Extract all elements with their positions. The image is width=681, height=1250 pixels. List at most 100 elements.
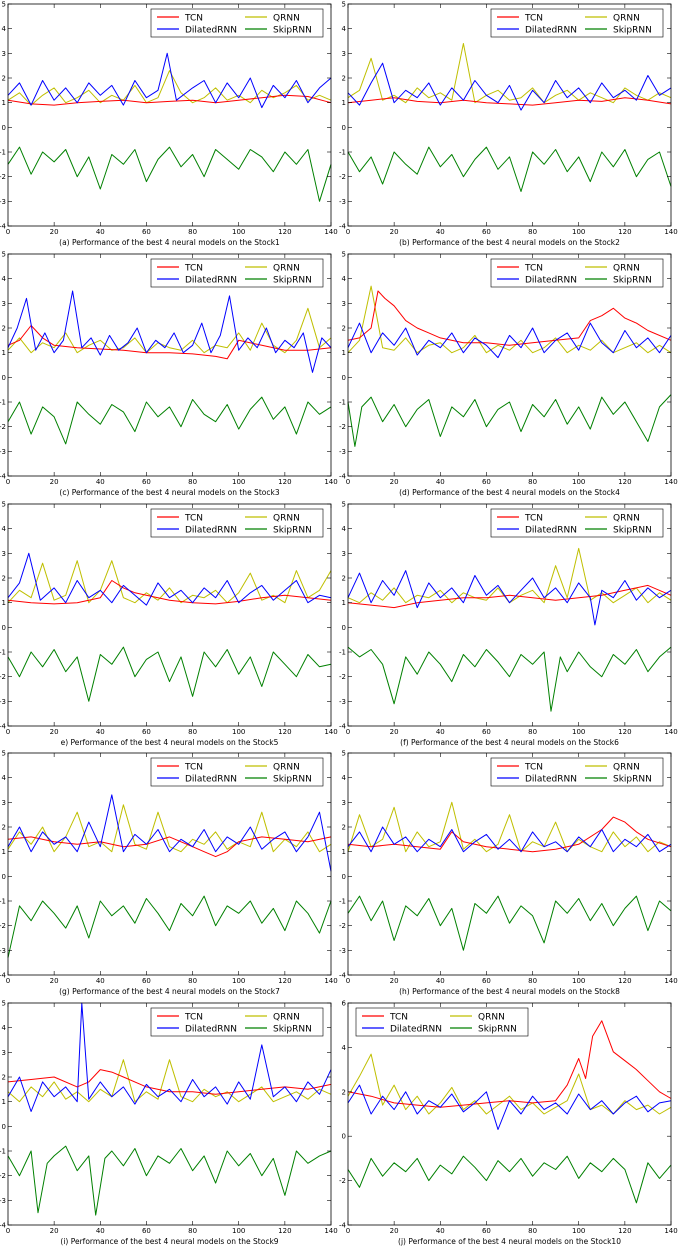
y-tick-label: -3 <box>0 1197 6 1205</box>
legend-label-dilatedrnn: DilatedRNN <box>185 1025 237 1035</box>
x-tick-label: 60 <box>482 1227 491 1235</box>
x-tick-label: 0 <box>6 228 10 236</box>
y-tick-label: -1 <box>339 399 346 407</box>
legend-label-dilatedrnn: DilatedRNN <box>185 26 237 36</box>
y-tick-label: -4 <box>0 473 7 481</box>
x-tick-label: 80 <box>188 728 197 736</box>
y-tick-label: 3 <box>2 300 6 308</box>
legend-box <box>355 1007 529 1037</box>
series-line-qrnn <box>347 1053 672 1115</box>
y-tick-label: -4 <box>339 473 347 481</box>
x-tick-label: 140 <box>664 1227 677 1235</box>
chart-panel-10: 0 20 40 60 80 100 120 140 -4 -2 0 2 4 6 TCN QRNN Dilated… <box>339 1000 678 1247</box>
legend-label-skiprnn: SkipRNN <box>613 26 652 36</box>
x-tick-label: 80 <box>528 228 537 236</box>
legend: TCN QRNN DilatedRNN SkipRNN <box>490 508 664 538</box>
legend-label-skiprnn: SkipRNN <box>613 276 652 286</box>
x-tick-label: 0 <box>346 977 350 985</box>
legend-label-skiprnn: SkipRNN <box>273 276 312 286</box>
y-tick-label: -1 <box>339 898 346 906</box>
x-tick-label: 0 <box>346 478 350 486</box>
x-tick-label: 80 <box>528 728 537 736</box>
y-tick-label: -4 <box>0 1222 7 1230</box>
chart-panel-8: 0 20 40 60 80 100 120 140 -4 -3 -2 -1 0 1 2 3 4 5 TCN QRNN D… <box>339 750 678 997</box>
y-tick-label: 2 <box>2 1074 6 1082</box>
x-tick-label: 20 <box>390 228 399 236</box>
chart-panel-9: 0 20 40 60 80 100 120 140 -4 -3 -2 -1 0 1 2 3 4 5 TCN QRNN D… <box>0 1000 338 1247</box>
series-line-skiprnn <box>7 1145 332 1216</box>
y-tick-label: 5 <box>342 750 346 758</box>
y-tick-label: 4 <box>342 25 347 33</box>
legend-label-qrnn: QRNN <box>273 763 300 773</box>
x-tick-label: 40 <box>96 478 105 486</box>
x-tick-label: 60 <box>482 977 491 985</box>
x-tick-label: 60 <box>482 228 491 236</box>
y-tick-label: 0 <box>342 374 346 382</box>
y-tick-label: 2 <box>2 824 6 832</box>
y-tick-label: 2 <box>342 1088 346 1096</box>
legend-label-tcn: TCN <box>184 1013 203 1023</box>
y-tick-label: 3 <box>2 799 6 807</box>
y-tick-label: 5 <box>342 501 346 509</box>
y-tick-label: 2 <box>342 824 346 832</box>
x-tick-label: 20 <box>50 228 59 236</box>
series-line-skiprnn <box>7 146 332 202</box>
series-line-dilatedrnn <box>347 322 672 359</box>
y-tick-label: 4 <box>2 774 7 782</box>
x-tick-label: 40 <box>436 478 445 486</box>
x-tick-label: 20 <box>390 478 399 486</box>
y-tick-label: 1 <box>2 349 6 357</box>
legend-label-skiprnn: SkipRNN <box>273 26 312 36</box>
y-tick-label: -3 <box>339 947 346 955</box>
x-tick-label: 60 <box>482 728 491 736</box>
legend: TCN QRNN DilatedRNN SkipRNN <box>150 1007 324 1037</box>
x-tick-label: 120 <box>618 478 631 486</box>
panel-caption: e) Performance of the best 4 neural mode… <box>61 738 279 747</box>
chart-panel-2: 0 20 40 60 80 100 120 140 -4 -3 -2 -1 0 1 2 3 4 5 TCN QRNN D… <box>339 1 678 248</box>
axes-frame <box>347 1002 672 1226</box>
x-tick-label: 80 <box>528 977 537 985</box>
y-tick-label: -3 <box>0 448 6 456</box>
x-tick-label: 60 <box>142 228 151 236</box>
x-tick-label: 0 <box>346 228 350 236</box>
series-line-tcn <box>7 1069 332 1095</box>
series-line-skiprnn <box>347 895 672 951</box>
x-tick-label: 80 <box>188 1227 197 1235</box>
series-line-tcn <box>347 816 672 853</box>
panel-caption: (f) Performance of the best 4 neural mod… <box>400 738 619 747</box>
y-tick-label: -2 <box>339 173 346 181</box>
y-tick-label: -4 <box>0 972 7 980</box>
x-tick-label: 140 <box>324 728 337 736</box>
y-tick-label: 3 <box>342 799 346 807</box>
x-tick-label: 120 <box>618 728 631 736</box>
chart-panel-5: 0 20 40 60 80 100 120 140 -4 -3 -2 -1 0 1 2 3 4 5 TCN QRNN D… <box>0 501 338 748</box>
series-line-dilatedrnn <box>7 290 332 373</box>
x-tick-label: 120 <box>278 728 291 736</box>
y-tick-label: 2 <box>342 75 346 83</box>
x-tick-label: 100 <box>572 977 585 985</box>
y-tick-label: 2 <box>2 75 6 83</box>
legend-label-dilatedrnn: DilatedRNN <box>525 26 577 36</box>
x-tick-label: 120 <box>618 977 631 985</box>
y-tick-label: -1 <box>0 649 6 657</box>
x-tick-label: 100 <box>572 1227 585 1235</box>
x-tick-label: 20 <box>390 977 399 985</box>
axes-frame <box>7 3 332 227</box>
legend-label-dilatedrnn: DilatedRNN <box>525 526 577 536</box>
panel-caption: (h) Performance of the best 4 neural mod… <box>399 987 620 996</box>
y-tick-label: 0 <box>2 124 6 132</box>
x-tick-label: 20 <box>50 478 59 486</box>
x-tick-label: 100 <box>572 228 585 236</box>
y-tick-label: 1 <box>2 599 6 607</box>
y-tick-label: -4 <box>0 223 7 231</box>
panel-caption: (a) Performance of the best 4 neural mod… <box>59 238 280 247</box>
legend: TCN QRNN DilatedRNN SkipRNN <box>355 1007 529 1037</box>
legend-label-tcn: TCN <box>524 514 543 524</box>
x-tick-label: 40 <box>96 228 105 236</box>
x-tick-label: 60 <box>142 1227 151 1235</box>
x-tick-label: 140 <box>664 228 677 236</box>
x-tick-label: 100 <box>572 728 585 736</box>
y-tick-label: 5 <box>342 1 346 9</box>
y-tick-label: 2 <box>2 575 6 583</box>
